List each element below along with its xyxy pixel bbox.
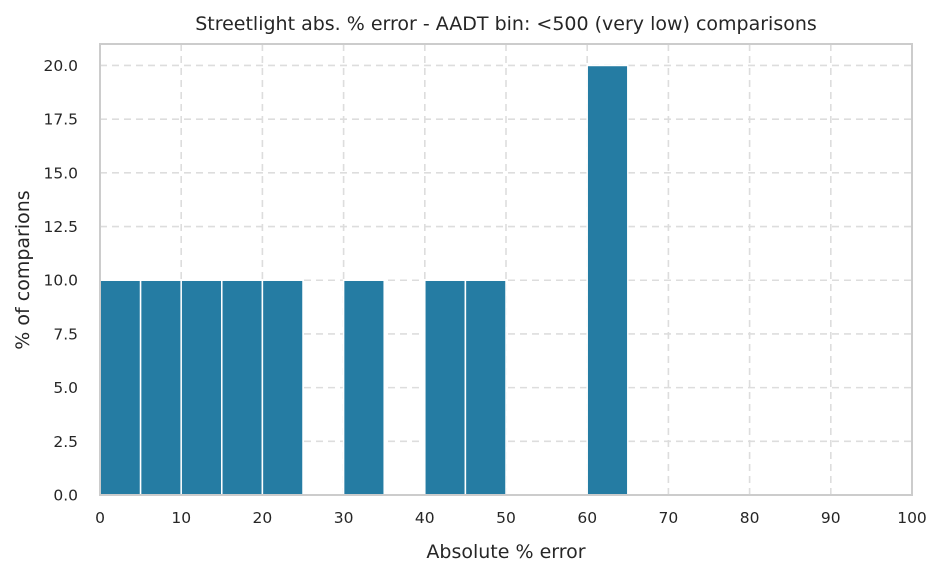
x-axis-label: Absolute % error [426,541,585,563]
x-tick-labels: 0 10 20 30 40 50 60 70 80 90 100 [95,509,927,527]
x-tick-label: 60 [577,509,597,527]
histogram-bar [99,279,142,496]
plot-frame [99,43,913,496]
y-tick-label: 7.5 [53,325,78,343]
x-tick-label: 90 [821,509,841,527]
y-tick-label: 10.0 [43,272,78,290]
y-axis-label: % of comparions [12,190,34,349]
histogram-bar [586,64,629,496]
histogram-bar [221,279,264,496]
histogram-bar [464,279,507,496]
y-tick-labels: 0.0 2.5 5.0 7.5 10.0 12.5 15.0 17.5 20.0 [43,57,78,505]
x-tick-label: 10 [171,509,191,527]
histogram-bar [424,279,467,496]
x-tick-label: 30 [334,509,354,527]
chart-title: Streetlight abs. % error - AADT bin: <50… [195,13,817,35]
x-tick-label: 0 [95,509,105,527]
y-tick-label: 15.0 [43,164,78,182]
histogram-bar [139,279,182,496]
y-tick-label: 17.5 [43,111,78,129]
y-tick-label: 2.5 [53,433,78,451]
histogram-bar [180,279,223,496]
x-tick-label: 40 [415,509,435,527]
x-tick-label: 20 [253,509,273,527]
y-tick-label: 20.0 [43,57,78,75]
y-tick-label: 12.5 [43,218,78,236]
bars [99,64,629,496]
x-tick-label: 100 [897,509,927,527]
histogram-bar [342,279,385,496]
x-tick-label: 80 [740,509,760,527]
x-tick-label: 50 [496,509,516,527]
histogram-bar [261,279,304,496]
y-tick-label: 5.0 [53,379,78,397]
y-tick-label: 0.0 [53,487,78,505]
x-tick-label: 70 [659,509,679,527]
